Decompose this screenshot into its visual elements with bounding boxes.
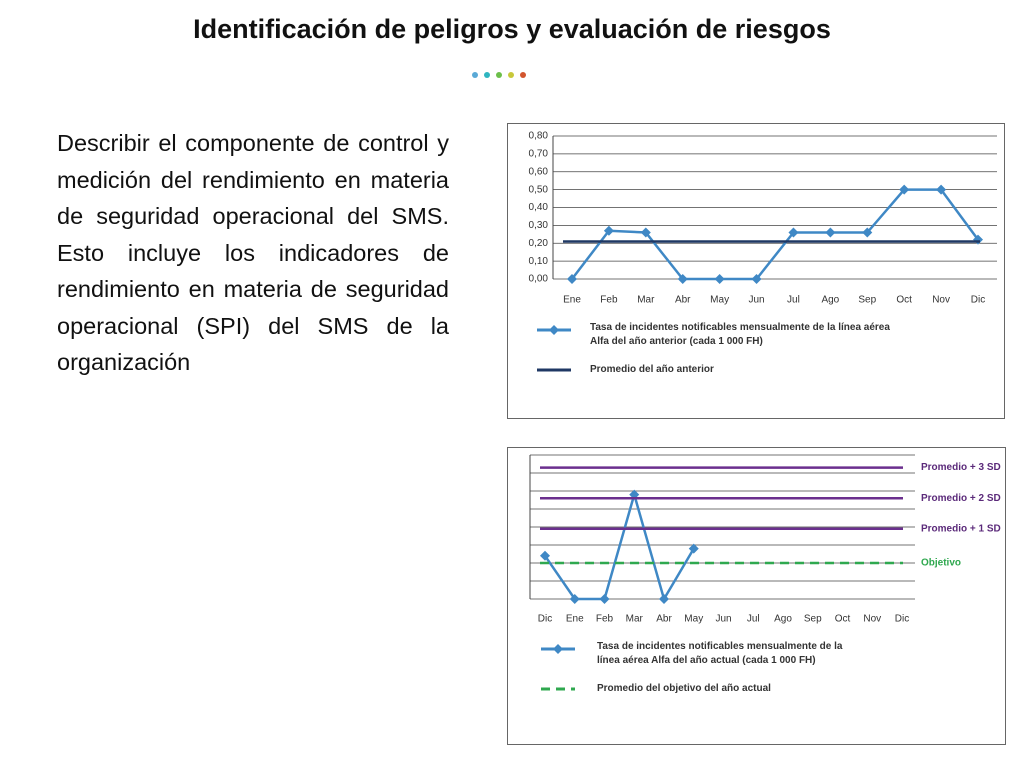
x-tick-label: Abr: [675, 295, 691, 306]
x-tick-label: Dic: [895, 614, 909, 625]
x-tick-label: Sep: [858, 295, 876, 306]
legend-text: Promedio del objetivo del año actual: [597, 683, 771, 694]
x-tick-label: Feb: [600, 295, 618, 306]
x-tick-label: Mar: [637, 295, 655, 306]
reference-label: Promedio + 2 SD: [921, 493, 1001, 504]
x-tick-label: Sep: [804, 614, 822, 625]
reference-label: Promedio + 3 SD: [921, 462, 1001, 473]
reference-label: Promedio + 1 SD: [921, 523, 1001, 534]
legend-text: Tasa de incidentes notificables mensualm…: [590, 322, 890, 347]
y-tick-label: 0,00: [529, 274, 549, 285]
slide-title: Identificación de peligros y evaluación …: [193, 14, 831, 44]
reference-label: Objetivo: [921, 558, 961, 569]
x-tick-label: Nov: [932, 295, 950, 306]
legend-label: Promedio del año anterior: [590, 364, 714, 375]
x-tick-label: May: [710, 295, 729, 306]
x-tick-label: Dic: [971, 295, 985, 306]
data-point: [659, 594, 669, 604]
x-tick-label: Ene: [563, 295, 581, 306]
chart-frame: [507, 123, 1005, 419]
data-point: [899, 184, 910, 195]
dots: [472, 72, 526, 78]
data-point: [603, 225, 614, 236]
legend-label: Tasa de incidentes notificables mensualm…: [597, 641, 843, 666]
legend-text: Promedio del año anterior: [590, 364, 714, 375]
y-tick-label: 0,50: [529, 184, 549, 195]
data-point: [862, 227, 873, 238]
data-point: [599, 594, 610, 604]
x-tick-label: Oct: [835, 614, 851, 625]
series-line: [543, 490, 695, 603]
legend-label: Promedio del objetivo del año actual: [597, 683, 771, 694]
legend-marker: [553, 644, 563, 654]
legend-label: Tasa de incidentes notificables mensualm…: [590, 322, 890, 347]
legend-text: Tasa de incidentes notificables mensualm…: [597, 641, 843, 666]
x-tick-label: Mar: [626, 614, 644, 625]
x-tick-label: Jun: [748, 295, 764, 306]
y-tick-label: 0,40: [529, 202, 549, 213]
x-tick-label: Ene: [566, 614, 584, 625]
y-tick-label: 0,80: [529, 131, 549, 142]
x-tick-label: Dic: [538, 614, 552, 625]
y-tick-label: 0,30: [529, 220, 549, 231]
x-tick-label: May: [684, 614, 703, 625]
data-point: [936, 184, 947, 195]
data-point: [714, 274, 725, 284]
x-tick-label: Jul: [747, 614, 760, 625]
data-point: [688, 543, 699, 554]
legend-marker: [549, 325, 559, 335]
data-point: [825, 227, 836, 238]
y-tick-label: 0,10: [529, 256, 549, 267]
x-tick-label: Nov: [863, 614, 881, 625]
y-tick-label: 0,60: [529, 166, 549, 177]
x-tick-label: Oct: [896, 295, 912, 306]
x-tick-label: Ago: [821, 295, 839, 306]
y-tick-label: 0,20: [529, 238, 549, 249]
data-point: [677, 274, 688, 284]
x-tick-label: Jun: [715, 614, 731, 625]
series-line: [571, 188, 980, 281]
data-point: [540, 550, 550, 561]
data-point: [567, 274, 577, 284]
x-tick-label: Jul: [787, 295, 800, 306]
data-point: [751, 274, 762, 284]
y-tick-label: 0,70: [529, 149, 549, 160]
data-point: [569, 594, 580, 604]
data-point: [788, 227, 799, 238]
x-tick-label: Ago: [774, 614, 792, 625]
x-tick-label: Feb: [596, 614, 614, 625]
data-point: [640, 227, 651, 238]
body-text: Describir el componente de control y med…: [57, 130, 449, 375]
x-tick-label: Abr: [656, 614, 672, 625]
